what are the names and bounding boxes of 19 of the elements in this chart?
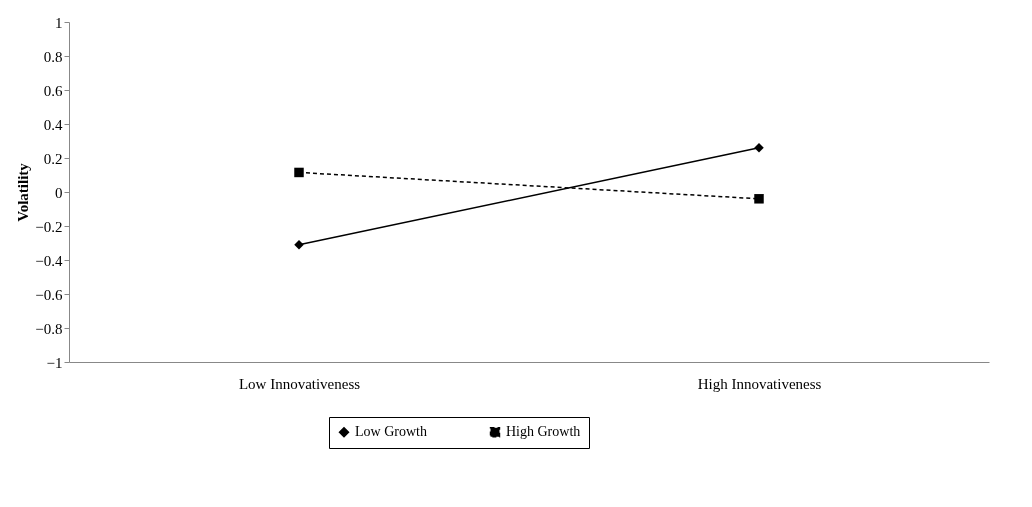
point [754,194,764,204]
y-tick-label: 0.2 [43,150,63,167]
y-tick-label: −0.8 [35,320,63,337]
point [294,239,304,250]
y-tick-label: 0.8 [43,48,63,65]
y-tick-label: 0.4 [43,116,63,133]
legend-label: Low Growth [355,424,427,440]
x-tick-label: High Innovativeness [697,375,822,392]
y-tick-label: 0.6 [43,82,63,99]
y-tick-label: −1 [46,354,63,371]
point [294,167,304,178]
legend-label: High Growth [506,424,581,440]
y-tick-label: 0 [55,184,63,201]
y-axis-title: Volatility [15,162,32,222]
y-tick-label: 1 [55,14,63,31]
y-tick-label: −0.4 [35,252,63,269]
y-tick-label: −0.2 [35,218,63,235]
y-tick-label: −0.6 [35,286,63,303]
x-tick-label: Low Innovativeness [238,375,361,392]
